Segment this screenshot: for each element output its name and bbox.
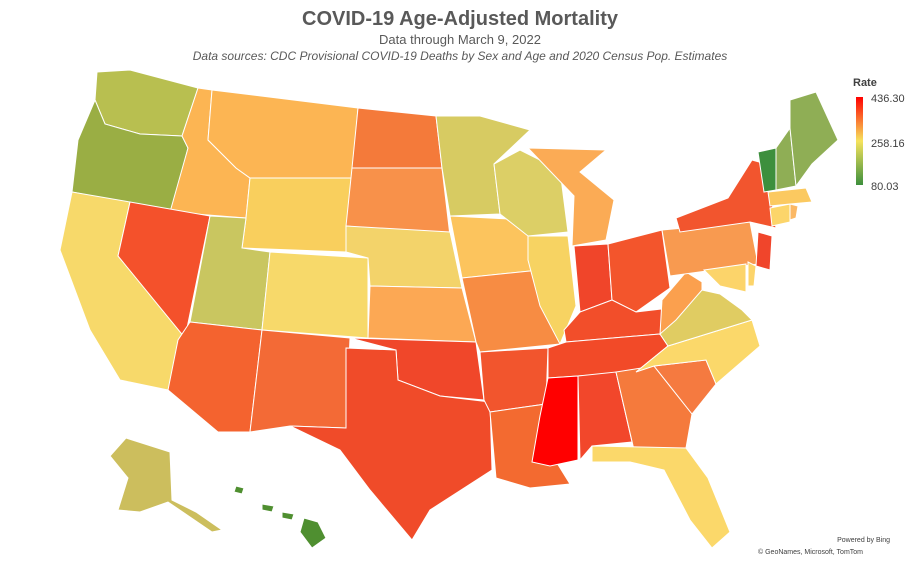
state-SD[interactable] [345, 167, 451, 237]
state-TX[interactable] [289, 347, 493, 541]
legend-color-scale [856, 97, 863, 185]
state-NM[interactable] [249, 329, 351, 433]
powered-by-bing: Powered by Bing [837, 537, 890, 544]
legend-min-value: 80.03 [871, 181, 899, 193]
legend-title: Rate [853, 77, 877, 89]
data-sources-note: Data sources: CDC Provisional COVID-19 D… [192, 49, 728, 63]
map-credits: © GeoNames, Microsoft, TomTom [758, 549, 863, 556]
state-ME[interactable] [789, 91, 839, 188]
state-CO[interactable] [261, 251, 369, 339]
state-HI[interactable] [299, 517, 327, 549]
map-title: COVID-19 Age-Adjusted Mortality [302, 8, 618, 30]
state-AL[interactable] [577, 371, 633, 462]
state-KS[interactable] [367, 285, 477, 343]
state-MA[interactable] [767, 187, 813, 207]
state-RI[interactable] [789, 203, 799, 221]
state-WI[interactable] [493, 149, 569, 237]
state-AK[interactable] [109, 437, 224, 533]
state-HI-islet[interactable] [281, 511, 295, 521]
state-WY[interactable] [241, 177, 353, 253]
state-ND[interactable] [351, 107, 443, 169]
state-FL[interactable] [591, 445, 731, 549]
state-NJ[interactable] [755, 231, 773, 271]
state-HI-islet[interactable] [261, 503, 275, 513]
state-MD[interactable] [702, 263, 747, 293]
legend-max-value: 436.30 [871, 93, 905, 105]
state-HI-islet[interactable] [233, 485, 245, 495]
map-subtitle: Data through March 9, 2022 [379, 32, 541, 47]
state-MI[interactable] [526, 147, 615, 247]
legend-mid-value: 258.16 [871, 138, 905, 150]
state-AZ[interactable] [167, 321, 263, 433]
state-DE[interactable] [747, 261, 757, 287]
state-AR[interactable] [479, 347, 549, 413]
state-OH[interactable] [607, 229, 671, 313]
state-CT[interactable] [769, 203, 791, 227]
